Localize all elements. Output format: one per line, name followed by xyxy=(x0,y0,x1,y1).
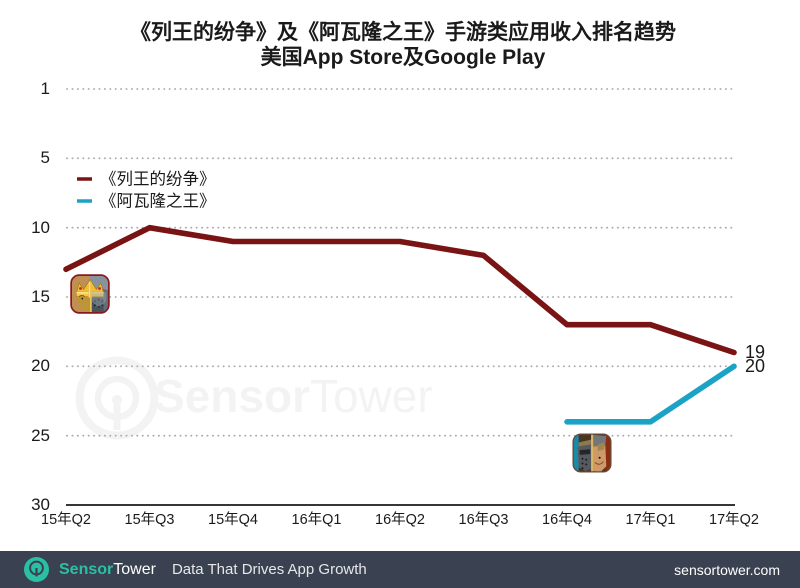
svg-text:15年Q4: 15年Q4 xyxy=(208,511,258,528)
svg-text:《列王的纷争》: 《列王的纷争》 xyxy=(100,170,216,189)
svg-text:20: 20 xyxy=(745,356,765,376)
svg-text:1: 1 xyxy=(41,79,50,98)
svg-text:SensorTower: SensorTower xyxy=(154,370,433,422)
svg-text:10: 10 xyxy=(31,218,50,237)
svg-text:15年Q2: 15年Q2 xyxy=(41,511,91,528)
svg-text:15年Q3: 15年Q3 xyxy=(125,511,175,528)
svg-text:《阿瓦隆之王》: 《阿瓦隆之王》 xyxy=(100,192,216,211)
svg-text:16年Q1: 16年Q1 xyxy=(292,511,342,528)
svg-text:17年Q1: 17年Q1 xyxy=(626,511,676,528)
svg-text:美国App Store及Google Play: 美国App Store及Google Play xyxy=(261,45,546,69)
svg-text:16年Q3: 16年Q3 xyxy=(459,511,509,528)
svg-text:《列王的纷争》及《阿瓦隆之王》手游类应用收入排名趋势: 《列王的纷争》及《阿瓦隆之王》手游类应用收入排名趋势 xyxy=(130,20,676,44)
svg-text:25: 25 xyxy=(31,426,50,445)
svg-text:16年Q2: 16年Q2 xyxy=(375,511,425,528)
svg-text:5: 5 xyxy=(41,148,50,167)
svg-text:15: 15 xyxy=(31,287,50,306)
svg-text:16年Q4: 16年Q4 xyxy=(542,511,592,528)
svg-text:20: 20 xyxy=(31,356,50,375)
svg-text:17年Q2: 17年Q2 xyxy=(709,511,759,528)
